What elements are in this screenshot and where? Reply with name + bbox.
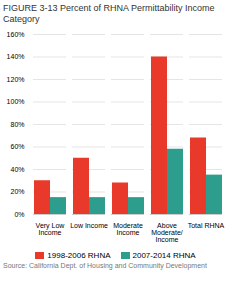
svg-text:160%: 160% xyxy=(7,30,25,37)
svg-text:120%: 120% xyxy=(7,75,25,82)
html-text:FIGURE 3-13 Percent of RHNA Pe: FIGURE 3-13 Percent of RHNA Permittabili… xyxy=(3,3,215,24)
svg-text:ModerateIncome: ModerateIncome xyxy=(113,222,143,236)
svg-text:100%: 100% xyxy=(7,98,25,105)
svg-text:0%: 0% xyxy=(14,210,24,217)
svg-text:Very LowIncome: Very LowIncome xyxy=(36,222,66,236)
svg-text:20%: 20% xyxy=(10,188,24,195)
html-text:Source: California Dept. of Ho: Source: California Dept. of Housing and … xyxy=(3,261,207,269)
svg-text:40%: 40% xyxy=(10,165,24,172)
svg-text:140%: 140% xyxy=(7,53,25,60)
html-text:2007-2014 RHNA: 2007-2014 RHNA xyxy=(132,250,196,260)
svg-text:Low Income: Low Income xyxy=(70,222,108,229)
svg-text:80%: 80% xyxy=(10,120,24,127)
svg-text:AboveModerate/Income: AboveModerate/Income xyxy=(151,222,183,243)
html-text:1998-2006 RHNA: 1998-2006 RHNA xyxy=(47,250,111,260)
svg-text:Total RHNA: Total RHNA xyxy=(188,222,225,229)
svg-text:60%: 60% xyxy=(10,143,24,150)
